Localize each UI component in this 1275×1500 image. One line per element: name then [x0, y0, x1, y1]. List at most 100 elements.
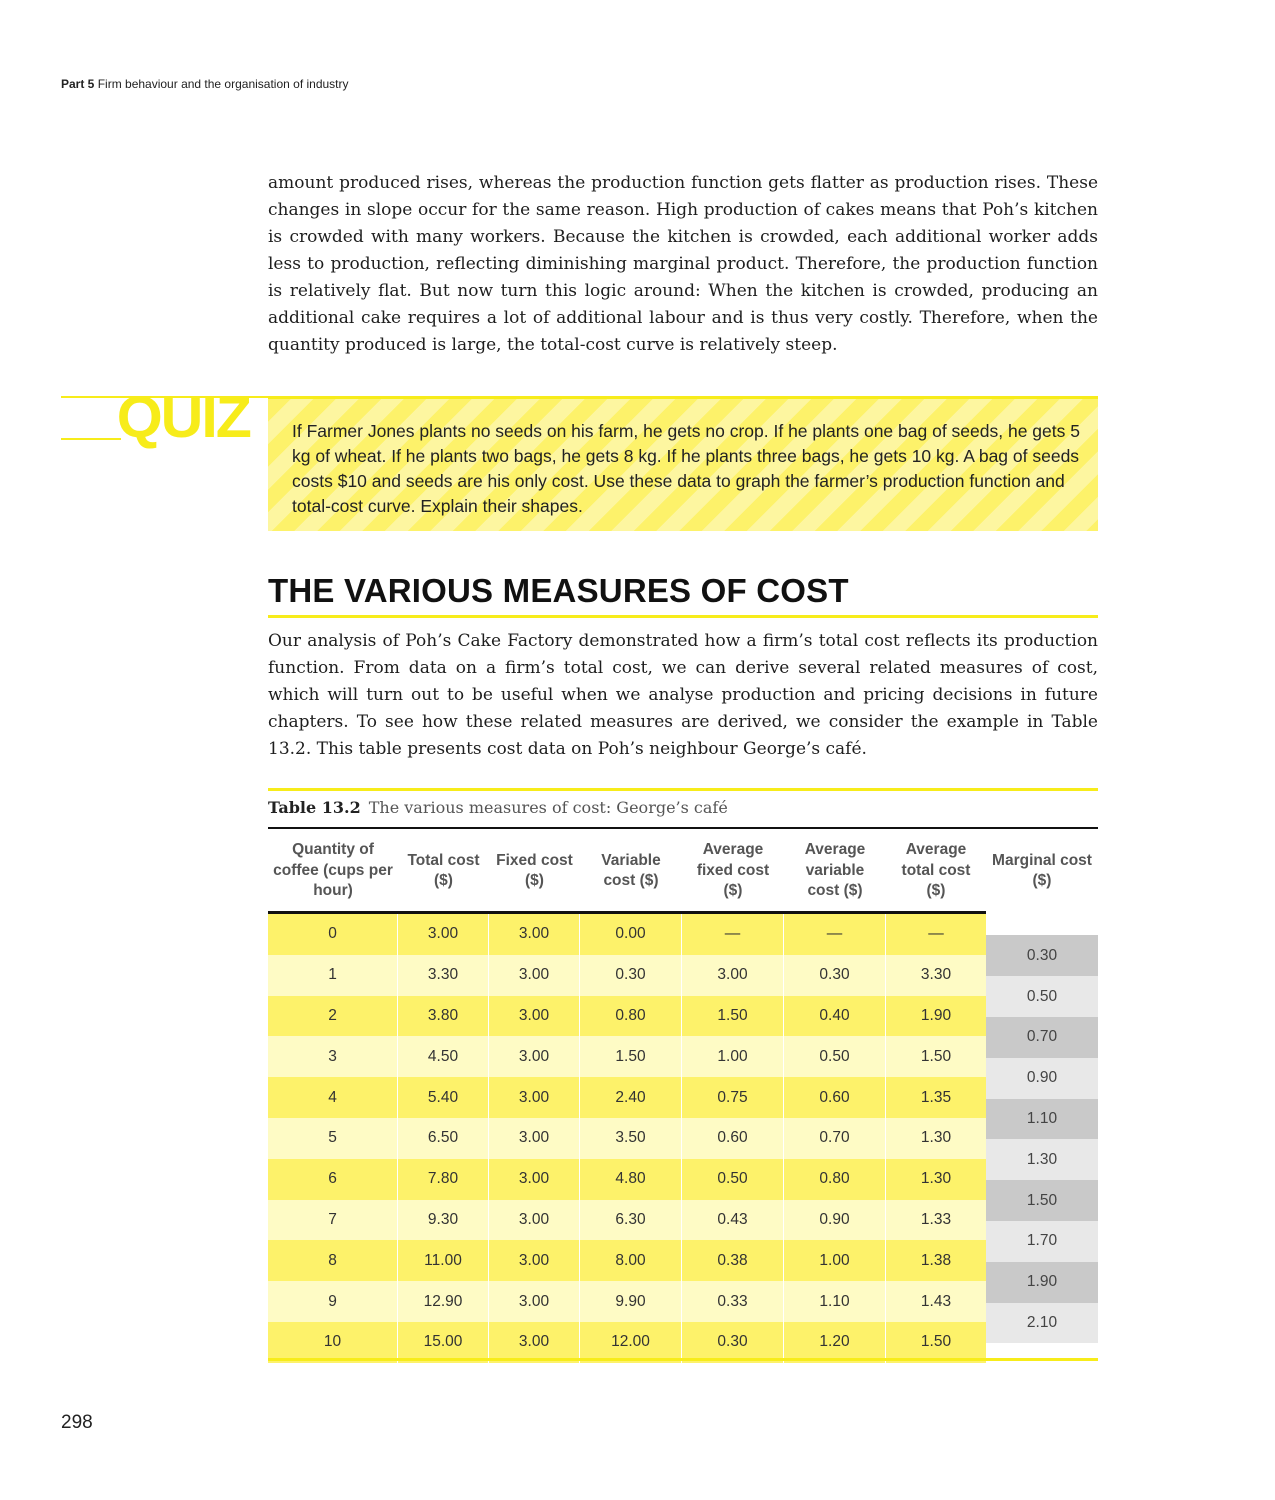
- table-cell: 0.70: [784, 1117, 886, 1159]
- table-cell: 0.40: [784, 995, 886, 1037]
- table-cell: 4.50: [398, 1036, 489, 1078]
- table-cell: 3.00: [489, 1117, 580, 1159]
- marginal-cost-cell: 0.50: [986, 976, 1098, 1017]
- table-cell: 1.35: [920, 1088, 952, 1106]
- table-cell: 0.30: [682, 1321, 784, 1363]
- marginal-cost-cell: 1.50: [986, 1180, 1098, 1221]
- part-title: Firm behaviour and the organisation of i…: [97, 77, 349, 91]
- table-cell: 0.30: [784, 954, 886, 996]
- table-cell: 3.50: [580, 1117, 682, 1159]
- table-cell: 1.30: [920, 1129, 952, 1147]
- quiz-box: If Farmer Jones plants no seeds on his f…: [268, 396, 1098, 531]
- table-title: The various measures of cost: George’s c…: [368, 798, 728, 817]
- table-cell: 3.00: [682, 954, 784, 996]
- table-cell: 3.00: [489, 995, 580, 1037]
- section-heading: THE VARIOUS MEASURES OF COST: [268, 572, 849, 609]
- table-cell: 0.33: [682, 1281, 784, 1322]
- table-cell: 2.40: [580, 1077, 682, 1118]
- marginal-cost-cell: 1.10: [986, 1098, 1098, 1140]
- table-caption: Table 13.2 The various measures of cost: …: [268, 798, 728, 817]
- quiz-label: QUIZ: [116, 385, 252, 450]
- table-cell: 3.30: [920, 966, 952, 984]
- table-cell: 1.00: [784, 1240, 886, 1282]
- table-cell: —: [784, 914, 886, 955]
- table-cell: 0: [268, 914, 398, 955]
- table-cell: 9.30: [398, 1199, 489, 1241]
- table-cell: 3.00: [489, 1199, 580, 1241]
- table-cell: 0.50: [784, 1036, 886, 1078]
- table-row: 1 3.30 3.00 0.30 3.00 0.30 3.30: [268, 954, 986, 996]
- table-cell: 0.38: [682, 1240, 784, 1282]
- table-cell: 3.80: [398, 995, 489, 1037]
- table-cell: —: [928, 925, 944, 943]
- table-cell: 3.00: [489, 914, 580, 955]
- marginal-cost-cell: 0.70: [986, 1016, 1098, 1058]
- table-cell: 1.38: [920, 1251, 952, 1269]
- table-cell: 1.90: [920, 1006, 952, 1024]
- table-cell: 6: [268, 1158, 398, 1200]
- column-header: Variable cost ($): [601, 851, 661, 890]
- table-cell: 1.50: [920, 1047, 952, 1065]
- section-rule: [268, 615, 1098, 618]
- column-header: Fixed cost ($): [496, 851, 573, 890]
- table-cell: 3.00: [489, 1077, 580, 1118]
- table-label: Table 13.2: [268, 798, 361, 817]
- column-header: Quantity of coffee (cups per hour): [273, 841, 393, 900]
- page-number: 298: [61, 1412, 93, 1433]
- table-row: 5 6.50 3.00 3.50 0.60 0.70 1.30: [268, 1117, 986, 1159]
- table-cell: 11.00: [398, 1240, 489, 1282]
- table-cell: 1: [268, 954, 398, 996]
- column-header: Marginal cost ($): [992, 851, 1092, 890]
- table-cell: 8.00: [580, 1240, 682, 1282]
- table-cell: 1.30: [920, 1170, 952, 1188]
- part-label: Part 5: [61, 77, 95, 91]
- table-bottom-rule: [268, 1358, 1098, 1361]
- marginal-cost-cell: 0.30: [986, 935, 1098, 977]
- column-header: Average total cost ($): [901, 841, 971, 900]
- table-cell: 3: [268, 1036, 398, 1078]
- table-cell: 5.40: [398, 1077, 489, 1118]
- section-text-block: Our analysis of Poh’s Cake Factory demon…: [268, 628, 1098, 763]
- table-row: 8 11.00 3.00 8.00 0.38 1.00 1.38: [268, 1240, 986, 1282]
- table-cell: 1.33: [920, 1210, 952, 1228]
- table-cell: 6.30: [580, 1199, 682, 1241]
- table-row: 9 12.90 3.00 9.90 0.33 1.10 1.43: [268, 1281, 986, 1322]
- table-header-row: Quantity of coffee (cups per hour) Total…: [268, 830, 1098, 912]
- table-body: 0 3.00 3.00 0.00 — — — 1 3.30 3.00 0.30 …: [268, 914, 986, 1363]
- table-cell: 15.00: [398, 1321, 489, 1363]
- quiz-rule-bottom: [61, 438, 121, 440]
- table-cell: 4.80: [580, 1158, 682, 1200]
- intro-text-block: amount produced rises, whereas the produ…: [268, 170, 1098, 359]
- table-header-top-rule: [268, 827, 1098, 829]
- table-cell: 4: [268, 1077, 398, 1118]
- table-cell: 3.00: [398, 914, 489, 955]
- column-header: Average fixed cost ($): [696, 841, 770, 900]
- table-cell: 5: [268, 1117, 398, 1159]
- table-cell: 3.00: [489, 1240, 580, 1282]
- table-cell: 1.10: [784, 1281, 886, 1322]
- marginal-cost-column: 0.30 0.50 0.70 0.90 1.10 1.30 1.50 1.70 …: [986, 935, 1098, 1344]
- table-row: 2 3.80 3.00 0.80 1.50 0.40 1.90: [268, 995, 986, 1037]
- table-cell: 0.75: [682, 1077, 784, 1118]
- table-row: 0 3.00 3.00 0.00 — — —: [268, 914, 986, 955]
- table-cell: 1.00: [682, 1036, 784, 1078]
- table-cell: 3.00: [489, 1281, 580, 1322]
- table-cell: 1.50: [580, 1036, 682, 1078]
- table-cell: 0.80: [580, 995, 682, 1037]
- table-cell: 12.00: [580, 1321, 682, 1363]
- table-cell: 2: [268, 995, 398, 1037]
- table-cell: 9: [268, 1281, 398, 1322]
- table-row: 3 4.50 3.00 1.50 1.00 0.50 1.50: [268, 1036, 986, 1078]
- table-cell: 0.50: [682, 1158, 784, 1200]
- table-cell: 3.00: [489, 1158, 580, 1200]
- intro-paragraph: amount produced rises, whereas the produ…: [268, 173, 1098, 355]
- table-cell: 0.80: [784, 1158, 886, 1200]
- table-cell: 1.50: [920, 1333, 952, 1351]
- table-cell: 3.30: [398, 954, 489, 996]
- column-header: Average variable cost ($): [804, 841, 866, 900]
- table-cell: —: [682, 914, 784, 955]
- table-cell: 0.90: [784, 1199, 886, 1241]
- table-cell: 8: [268, 1240, 398, 1282]
- table-cell: 10: [268, 1321, 398, 1363]
- running-header: Part 5 Firm behaviour and the organisati…: [61, 77, 349, 91]
